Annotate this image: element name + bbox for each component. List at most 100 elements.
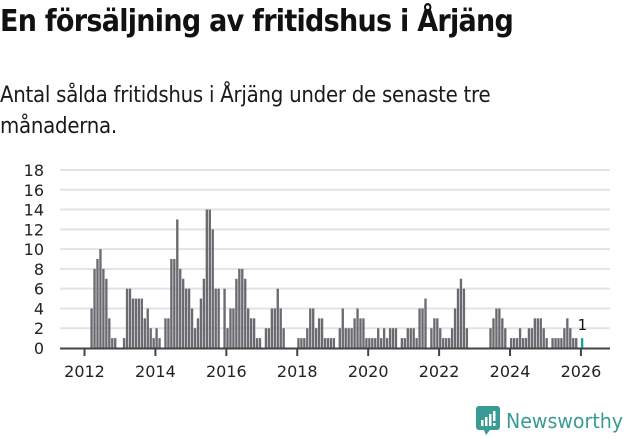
bar — [214, 288, 217, 348]
bar — [439, 328, 442, 348]
bar — [173, 259, 176, 348]
bar — [314, 328, 318, 348]
chart-gridlines — [60, 169, 610, 330]
y-tick-label: 0 — [34, 339, 44, 358]
y-tick-label: 14 — [24, 201, 44, 220]
y-tick-label: 10 — [24, 240, 44, 259]
bar — [282, 328, 285, 348]
bar — [377, 328, 380, 348]
bar — [131, 298, 135, 348]
bar — [229, 308, 232, 348]
bar — [554, 338, 557, 348]
bar — [504, 328, 507, 348]
bar — [433, 318, 436, 348]
bar — [179, 268, 182, 348]
bar — [320, 318, 324, 348]
bar — [190, 308, 194, 348]
bar — [341, 308, 344, 348]
newsworthy-logo[interactable]: Newsworthy — [476, 406, 629, 436]
bar — [515, 338, 519, 348]
bar — [498, 308, 501, 348]
bar — [279, 308, 282, 348]
bar — [560, 338, 563, 348]
bar — [170, 259, 173, 348]
bar — [365, 338, 368, 348]
bar — [164, 318, 167, 348]
bar — [235, 278, 238, 348]
bar — [297, 338, 300, 348]
bar — [158, 338, 161, 348]
bar — [527, 328, 531, 348]
bar — [347, 328, 350, 348]
bar — [267, 328, 271, 348]
chart-annotation: 1 — [578, 316, 588, 334]
bar — [539, 318, 542, 348]
bar — [99, 249, 102, 348]
bar — [533, 318, 537, 348]
bar — [264, 328, 268, 348]
y-tick-label: 8 — [34, 260, 44, 279]
x-tick-label: 2014 — [135, 362, 176, 381]
bar — [551, 338, 554, 348]
bar — [114, 338, 117, 348]
bar — [223, 288, 226, 348]
bar — [255, 338, 259, 348]
bar — [436, 318, 439, 348]
bar — [521, 338, 525, 348]
bar — [489, 328, 492, 348]
page-subtitle: Antal sålda fritidshus i Årjäng under de… — [0, 83, 491, 139]
bar — [276, 288, 279, 348]
bar — [563, 328, 566, 348]
bar — [380, 338, 383, 348]
bar — [530, 328, 534, 348]
bar — [252, 318, 256, 348]
bar — [400, 338, 404, 348]
bar — [196, 318, 200, 348]
bar — [125, 288, 129, 348]
bar — [143, 318, 146, 348]
bar — [232, 308, 235, 348]
bar — [406, 328, 409, 348]
bar — [202, 278, 206, 348]
bar — [309, 308, 312, 348]
bar — [182, 278, 185, 348]
bar — [96, 259, 99, 348]
bar — [312, 308, 315, 348]
bar — [303, 338, 306, 348]
y-tick-label: 4 — [34, 299, 44, 318]
bar — [371, 338, 374, 348]
bar — [385, 338, 389, 348]
bar — [524, 338, 528, 348]
bar — [453, 308, 457, 348]
bar — [418, 308, 421, 348]
bar — [510, 338, 513, 348]
y-tick-label: 18 — [24, 161, 44, 180]
bar — [167, 318, 170, 348]
bar — [205, 209, 209, 348]
bar — [368, 338, 371, 348]
bar — [569, 328, 572, 348]
newsworthy-logo-text: Newsworthy — [506, 409, 624, 433]
y-tick-label: 6 — [34, 280, 44, 299]
bar — [409, 328, 412, 348]
bar — [326, 338, 330, 348]
bar — [93, 268, 96, 348]
bar — [356, 308, 359, 348]
bar — [430, 328, 433, 348]
x-tick-label: 2026 — [561, 362, 602, 381]
bar — [518, 328, 522, 348]
x-tick-label: 2012 — [64, 362, 105, 381]
x-tick-label: 2018 — [277, 362, 318, 381]
chart-bars — [90, 209, 584, 348]
bar — [456, 288, 460, 348]
bar — [273, 308, 276, 348]
y-tick-label: 16 — [24, 181, 44, 200]
bar — [542, 328, 545, 348]
bar — [374, 338, 377, 348]
bar — [492, 318, 495, 348]
bar — [465, 328, 469, 348]
latest-value-label: 1 — [578, 316, 588, 334]
latest-bar — [580, 338, 584, 348]
bar — [306, 328, 309, 348]
